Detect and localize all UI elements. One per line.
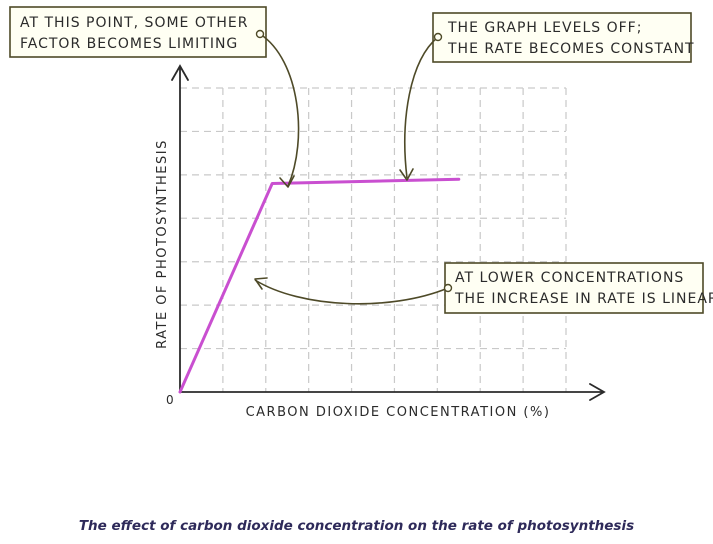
annotation-levels-off: THE GRAPH LEVELS OFF; THE RATE BECOMES C… [399,12,695,181]
annotation-line: THE RATE BECOMES CONSTANT [447,41,695,57]
annotation-line: AT THIS POINT, SOME OTHER [20,15,249,31]
arrow-head [254,277,268,290]
y-axis [171,64,189,393]
series-line-rate [178,177,461,394]
annotation-dot [255,29,265,39]
arrow-head [279,175,295,188]
annotation-box [432,12,692,63]
annotation-box [9,6,267,58]
annotation-box [444,262,704,314]
annotation-limiting-factor: AT THIS POINT, SOME OTHER FACTOR BECOMES… [9,6,300,188]
x-axis [179,383,606,401]
origin-label: 0 [166,393,174,407]
annotation-dot [443,283,453,293]
arrow-head [399,168,414,181]
chart-grid [180,87,567,392]
annotation-dot [433,32,443,42]
annotation-arrow [404,36,439,179]
annotation-arrow [259,33,300,187]
annotation-arrow [254,279,449,305]
annotation-line: THE GRAPH LEVELS OFF; [447,20,642,36]
annotation-linear: AT LOWER CONCENTRATIONS THE INCREASE IN … [254,262,713,314]
y-axis-label: RATE OF PHOTOSYNTHESIS [155,139,170,349]
annotation-line: FACTOR BECOMES LIMITING [20,36,238,52]
annotation-line: THE INCREASE IN RATE IS LINEAR [454,291,713,307]
x-axis-label: CARBON DIOXIDE CONCENTRATION (%) [246,405,551,420]
annotation-line: AT LOWER CONCENTRATIONS [455,270,684,286]
figure-caption: The effect of carbon dioxide concentrati… [78,518,635,534]
